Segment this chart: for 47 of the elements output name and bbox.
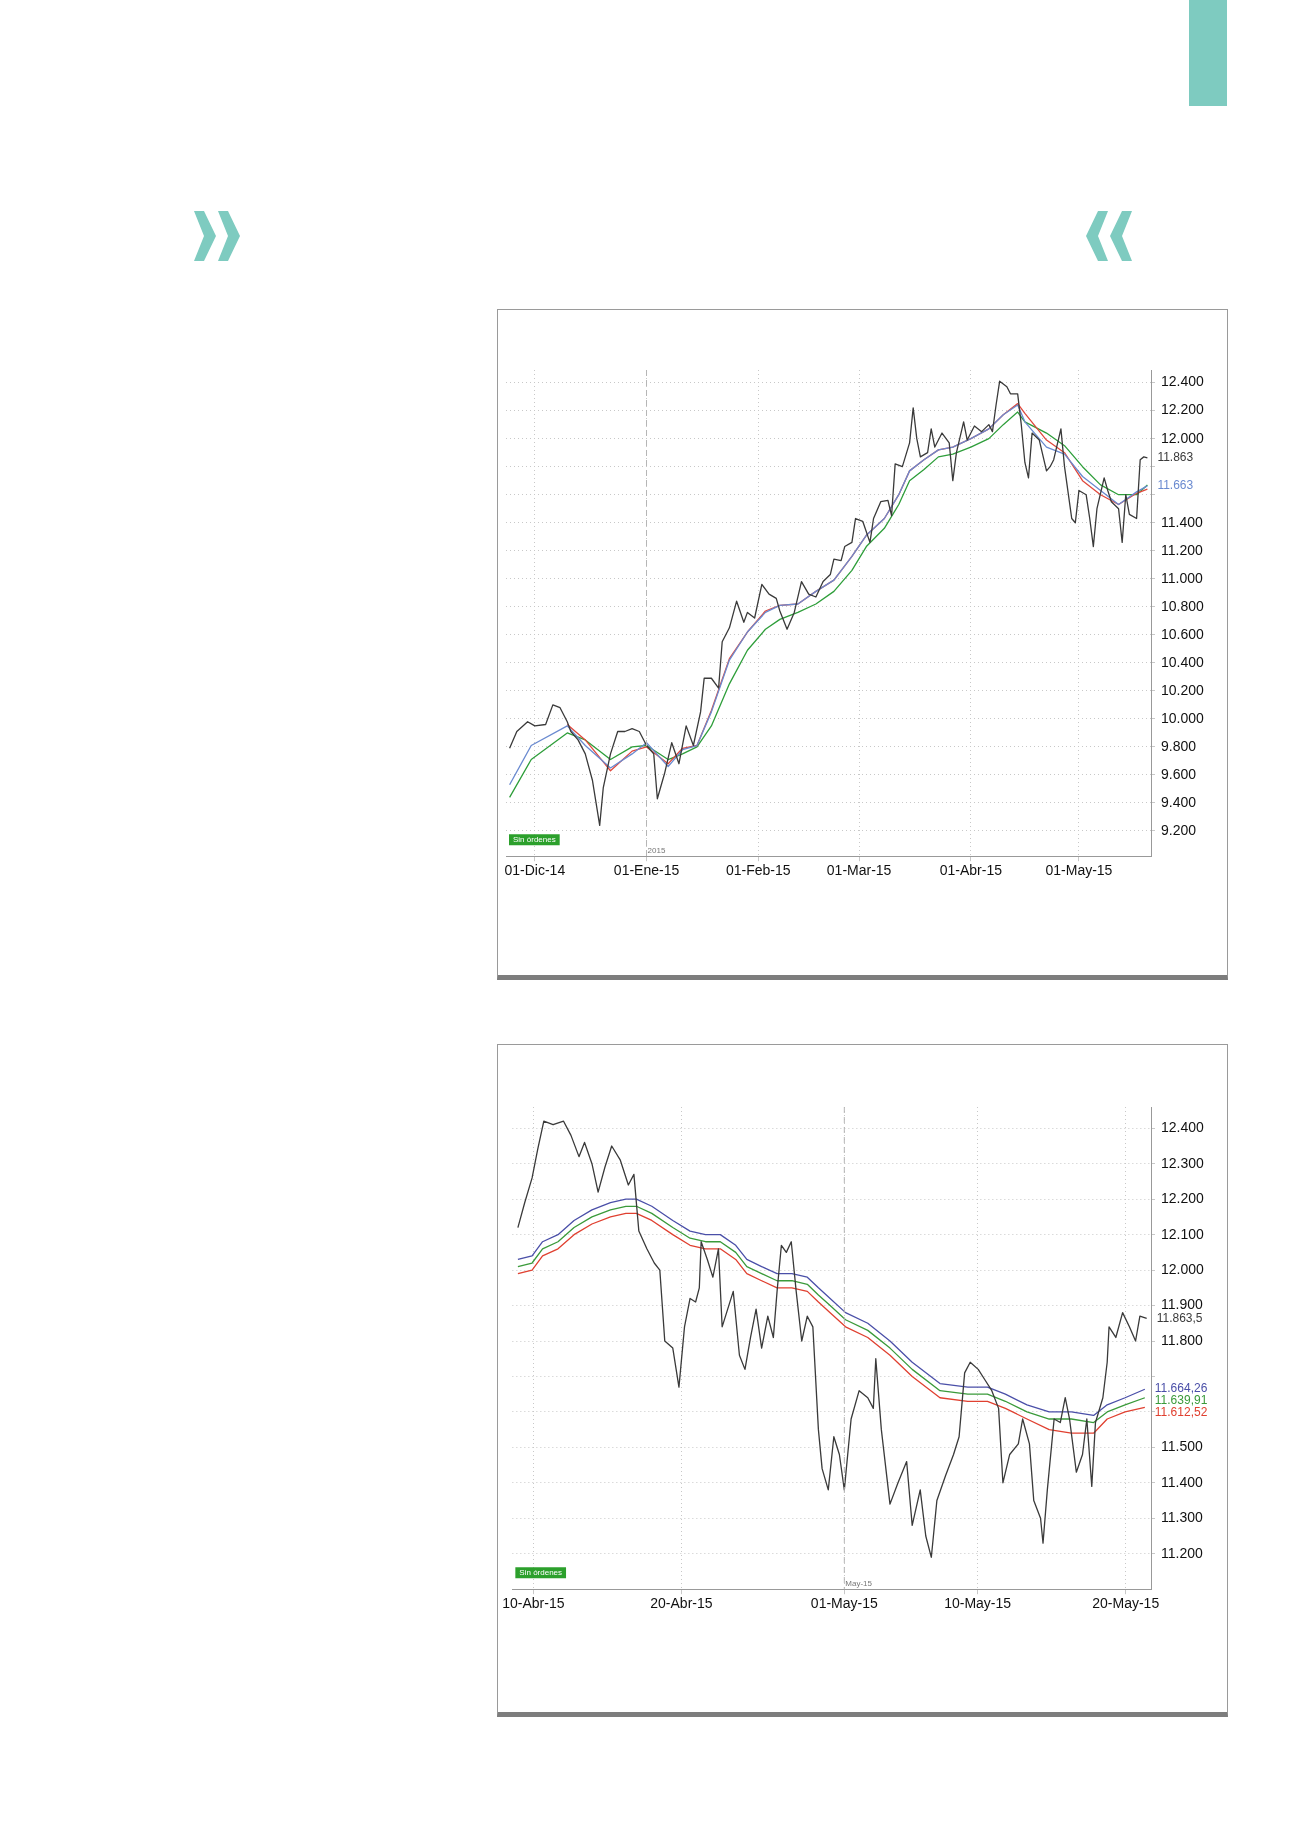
annotation: 11.663 — [1157, 478, 1194, 493]
x-tick-label: 10-Abr-15 — [502, 1595, 565, 1612]
annotation: Sin órdenes — [513, 834, 556, 844]
y-tick-label: 10.800 — [1161, 597, 1205, 614]
y-tick-label: 11.300 — [1161, 1509, 1203, 1526]
y-tick-label: 12.400 — [1161, 1119, 1205, 1136]
annotation: 11.863,5 — [1156, 1310, 1203, 1325]
y-tick-label: 12.000 — [1161, 429, 1205, 446]
x-tick-label: 20-May-15 — [1092, 1595, 1160, 1612]
y-tick-label: 11.200 — [1161, 1544, 1203, 1561]
ref-line-label: May-15 — [845, 1579, 873, 1589]
annotation: 11.639,91 — [1154, 1393, 1208, 1408]
y-tick-label: 10.600 — [1161, 625, 1205, 642]
y-tick-label: 12.300 — [1161, 1154, 1205, 1171]
y-tick-label: 11.000 — [1161, 569, 1203, 586]
y-tick-label: 9.200 — [1161, 821, 1197, 838]
x-tick-label: 20-Abr-15 — [650, 1595, 713, 1612]
x-tick-label: 01-Mar-15 — [826, 862, 892, 879]
y-tick-label: 10.000 — [1161, 709, 1205, 726]
annotation: 11.612,52 — [1154, 1405, 1208, 1420]
x-tick-label: 01-May-15 — [810, 1595, 878, 1612]
y-tick-label: 11.400 — [1161, 1473, 1203, 1490]
x-tick-label: 01-Ene-15 — [613, 862, 680, 879]
y-tick-label: 10.400 — [1161, 653, 1205, 670]
y-tick-label: 12.000 — [1161, 1260, 1205, 1277]
y-tick-label: 11.400 — [1161, 513, 1203, 530]
y-tick-label: 12.200 — [1161, 401, 1205, 418]
y-tick-label: 11.200 — [1161, 541, 1203, 558]
annotation: 11.664,26 — [1154, 1381, 1208, 1396]
y-tick-label: 9.800 — [1161, 737, 1197, 754]
y-tick-label: 10.200 — [1161, 681, 1205, 698]
annotation: 11.863 — [1157, 450, 1194, 465]
y-tick-label: 11.800 — [1161, 1331, 1203, 1348]
ref-line-label: 2015 — [647, 846, 666, 856]
x-tick-label: 01-Dic-14 — [504, 862, 566, 879]
y-tick-label: 9.600 — [1161, 765, 1197, 782]
y-tick-label: 12.400 — [1161, 373, 1205, 390]
y-tick-label: 9.400 — [1161, 793, 1197, 810]
y-tick-label: 11.500 — [1161, 1438, 1203, 1455]
y-tick-label: 12.200 — [1161, 1190, 1205, 1207]
x-tick-label: 01-Abr-15 — [939, 862, 1003, 879]
x-tick-label: 01-May-15 — [1045, 862, 1113, 879]
y-tick-label: 12.100 — [1161, 1225, 1205, 1242]
y-tick-label: 11.900 — [1161, 1296, 1203, 1313]
x-tick-label: 01-Feb-15 — [725, 862, 791, 879]
annotation: Sin órdenes — [519, 1567, 563, 1577]
x-tick-label: 10-May-15 — [944, 1595, 1012, 1612]
